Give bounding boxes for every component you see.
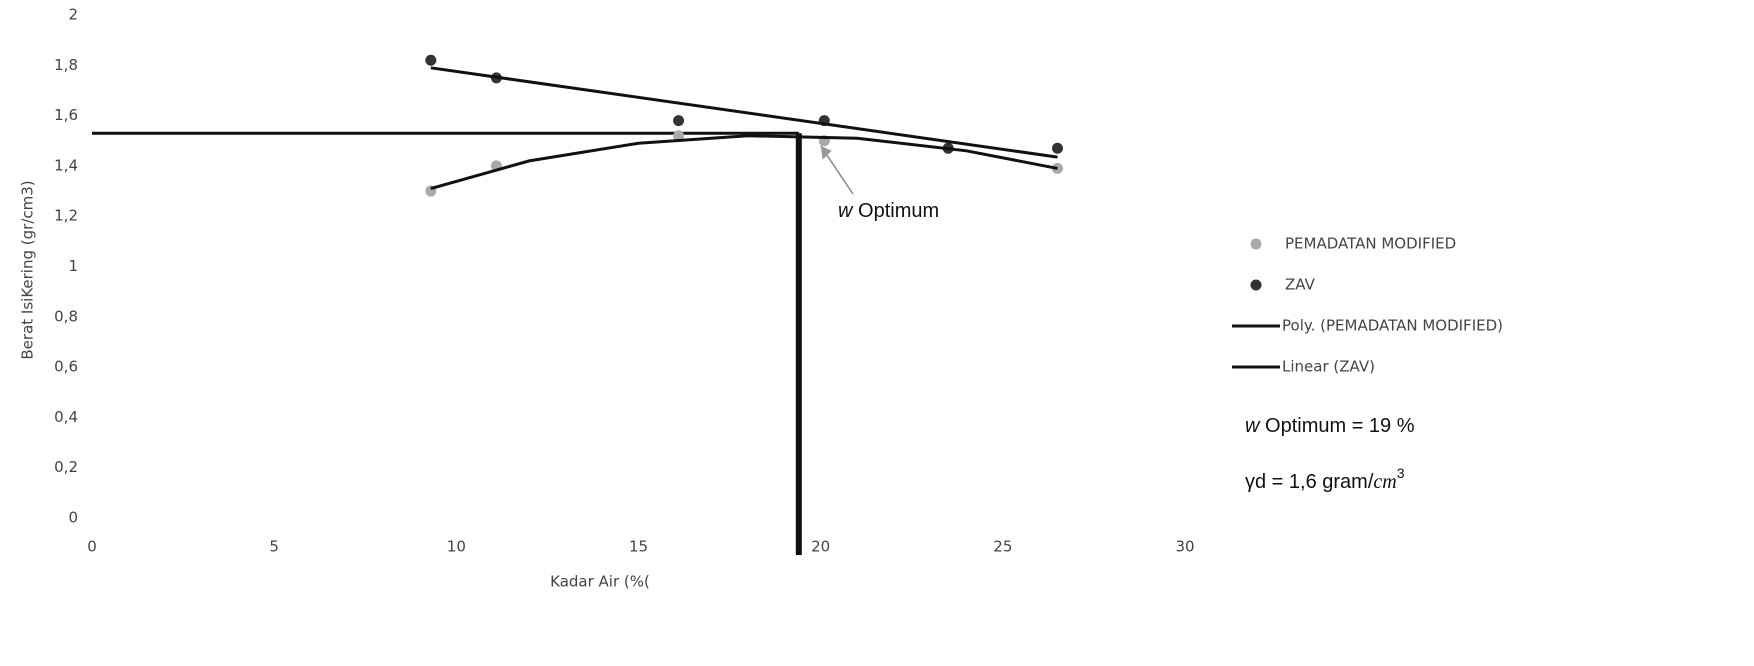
x-tick-label: 15 xyxy=(629,538,648,556)
y-tick-label: 1 xyxy=(68,257,78,275)
result-gamma-unit: cm xyxy=(1373,471,1396,493)
legend-label: PEMADATAN MODIFIED xyxy=(1285,235,1456,253)
x-tick-label: 30 xyxy=(1175,538,1194,556)
annotation-var: w xyxy=(838,200,854,222)
x-tick-label: 10 xyxy=(447,538,466,556)
y-tick-label: 0,6 xyxy=(54,358,78,376)
legend-label: ZAV xyxy=(1285,276,1316,294)
result-text: Optimum = 19 % xyxy=(1265,415,1415,437)
trend-line xyxy=(430,134,1058,190)
annotation: w Optimum xyxy=(838,200,939,222)
x-tick-label: 5 xyxy=(269,538,279,556)
y-tick-label: 0 xyxy=(68,509,78,527)
x-tick-label: 0 xyxy=(87,538,97,556)
legend-label: Linear (ZAV) xyxy=(1282,358,1375,376)
y-tick-label: 0,2 xyxy=(54,458,78,476)
data-point xyxy=(673,130,685,142)
legend-marker xyxy=(1250,279,1262,291)
result-gamma: γd = 1,6 gram/cm3 xyxy=(1245,465,1405,494)
y-axis-label: Berat IsiKering (gr/cm3) xyxy=(19,180,37,359)
y-tick-label: 1,6 xyxy=(54,106,78,124)
result-gamma-text: γd = 1,6 gram/ xyxy=(1245,471,1374,493)
x-tick-label: 20 xyxy=(811,538,830,556)
y-tick-label: 0,8 xyxy=(54,307,78,325)
data-point xyxy=(1051,142,1063,154)
y-tick-label: 2 xyxy=(68,6,78,24)
result-var: w xyxy=(1245,415,1261,437)
legend-label: Poly. (PEMADATAN MODIFIED) xyxy=(1282,317,1503,335)
legend-marker xyxy=(1250,238,1262,250)
result-gamma-power: 3 xyxy=(1397,465,1405,481)
y-tick-label: 1,8 xyxy=(54,56,78,74)
x-axis-label: Kadar Air (%( xyxy=(550,573,650,591)
x-tick-label: 25 xyxy=(993,538,1012,556)
y-tick-label: 0,4 xyxy=(54,408,78,426)
y-tick-label: 1,4 xyxy=(54,156,78,174)
y-tick-label: 1,2 xyxy=(54,207,78,225)
annotation-text: Optimum xyxy=(858,200,939,222)
data-point xyxy=(673,115,685,127)
data-point xyxy=(425,54,437,66)
arrow-head xyxy=(820,145,832,160)
trend-line xyxy=(430,66,1058,159)
result-w: w Optimum = 19 % xyxy=(1245,415,1415,437)
